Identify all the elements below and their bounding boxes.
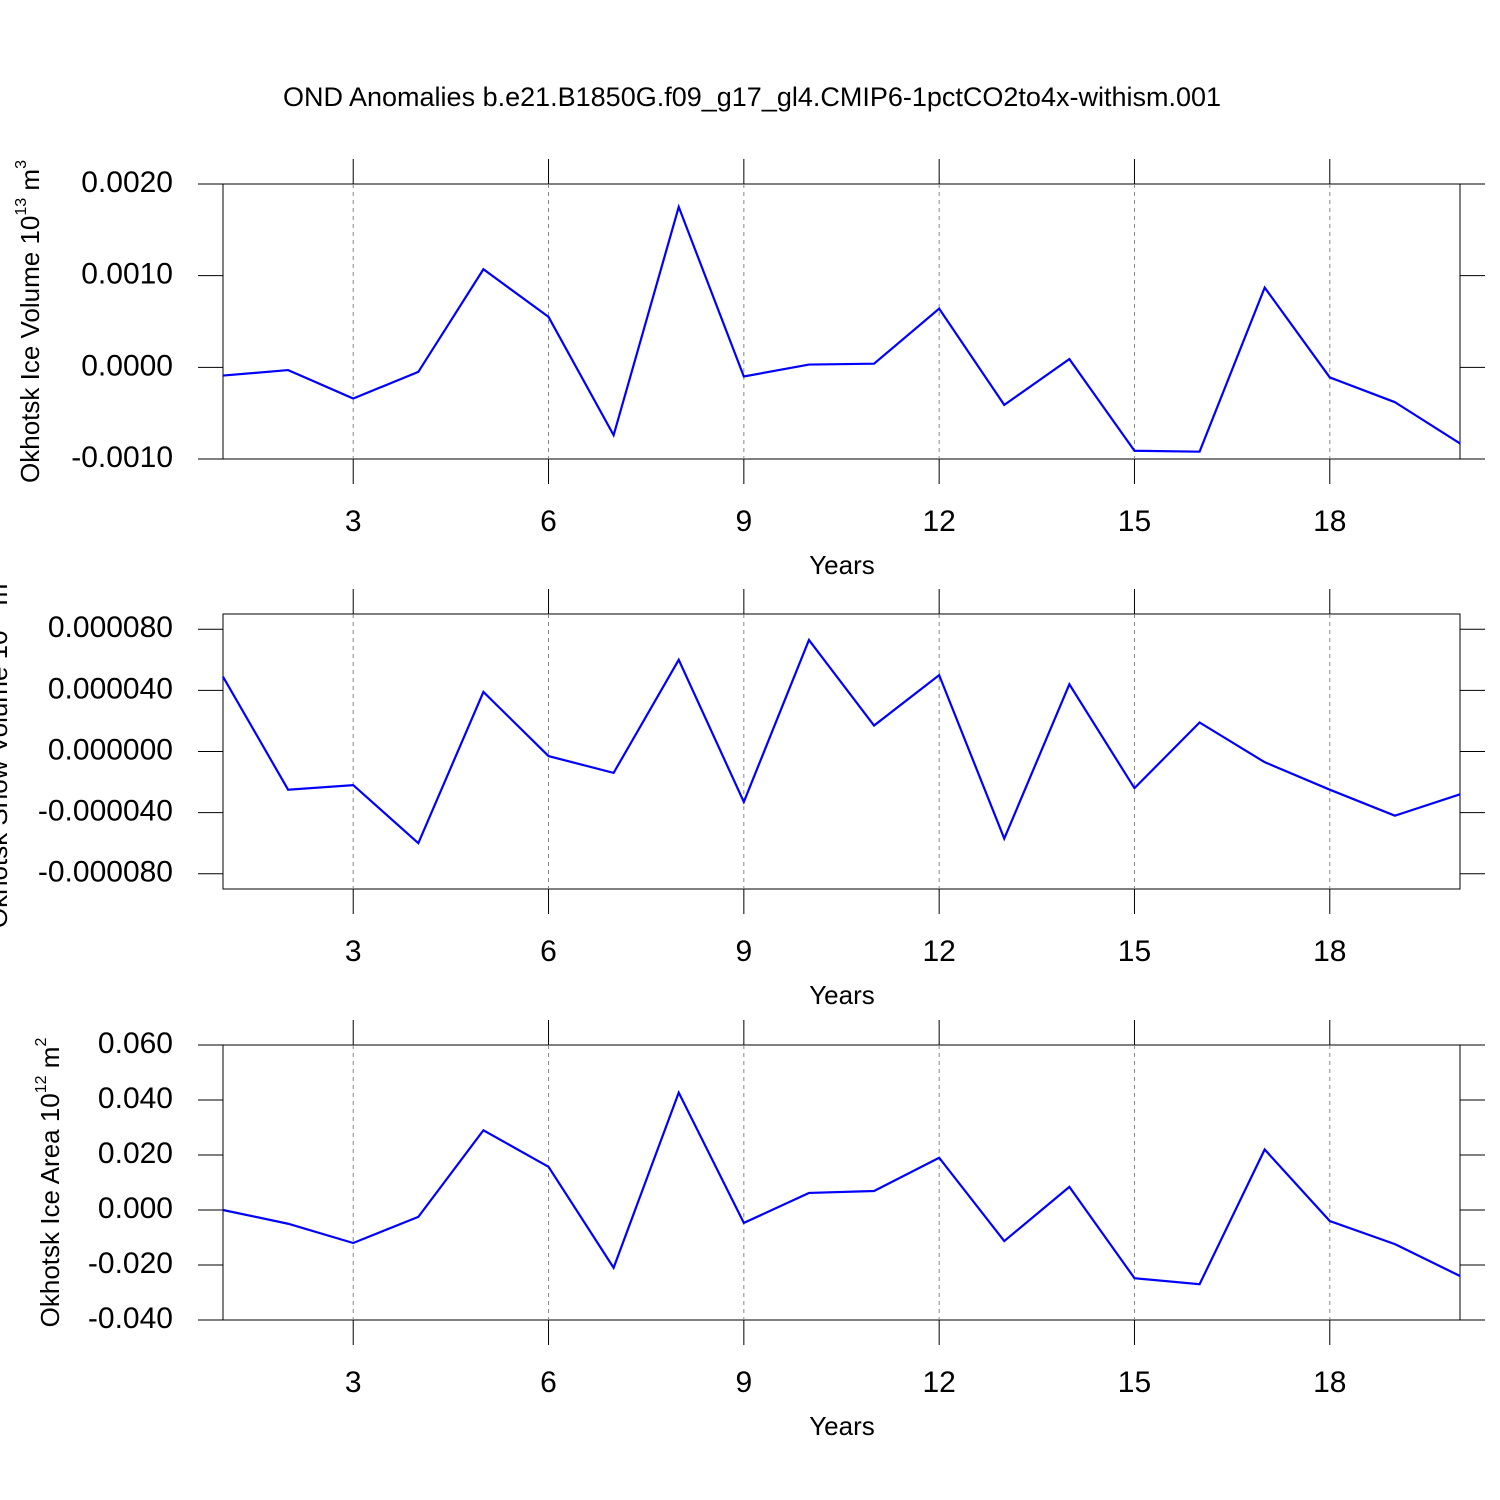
y-tick-label: 0.000040 [48,672,173,705]
y-tick-label: -0.040 [88,1302,173,1335]
x-tick-label: 3 [345,505,362,538]
x-axis-title: Years [809,550,875,580]
y-axis-title-part: Okhotsk Ice Volume 10 [15,216,45,483]
y-tick-label: 0.020 [98,1137,173,1170]
x-axis-title: Years [809,1411,875,1441]
y-axis-title-part: m [0,584,13,613]
data-line [222,203,1461,453]
data-line [222,637,1461,846]
x-tick-label: 6 [540,1366,557,1399]
y-axis-title-exponent: 2 [33,1038,50,1047]
x-tick-label: 9 [735,1366,752,1399]
x-tick-label: 3 [345,935,362,968]
y-axis-title-exponent: 12 [33,1075,50,1093]
y-tick-label: 0.000080 [48,611,173,644]
x-axis-title: Years [809,980,875,1010]
y-axis-title: Okhotsk Ice Volume 1013 m3 [13,160,45,483]
x-tick-label: 18 [1313,1366,1346,1399]
y-tick-label: 0.0000 [81,349,173,382]
x-tick-label: 9 [735,505,752,538]
data-line [222,1089,1461,1286]
y-tick-label: 0.060 [98,1027,173,1060]
x-tick-label: 15 [1118,505,1151,538]
y-axis-title-exponent: 3 [13,160,30,169]
y-axis-title-part: Okhotsk Ice Area 10 [35,1093,65,1327]
plot-frame [222,183,1461,460]
y-tick-label: -0.020 [88,1247,173,1280]
x-tick-label: 12 [922,935,955,968]
x-tick-label: 6 [540,935,557,968]
y-tick-label: -0.0010 [71,441,173,474]
y-axis-title-part: Okhotsk Snow Volume 10 [0,630,13,928]
x-tick-label: 18 [1313,505,1346,538]
y-axis-title: Okhotsk Ice Area 1012 m2 [33,1038,65,1328]
y-tick-label: 0.0020 [81,166,173,199]
x-tick-label: 3 [345,1366,362,1399]
y-axis-title-part: m [35,1047,65,1076]
y-tick-label: 0.000000 [48,733,173,766]
y-axis-title: Okhotsk Snow Volume 1013 m3 [0,575,13,928]
x-tick-label: 12 [922,505,955,538]
x-tick-label: 18 [1313,935,1346,968]
x-tick-label: 15 [1118,935,1151,968]
y-tick-label: 0.040 [98,1082,173,1115]
y-tick-label: 0.0010 [81,258,173,291]
y-axis-title-exponent: 13 [13,198,30,216]
figure-title: OND Anomalies b.e21.B1850G.f09_g17_gl4.C… [283,82,1221,112]
y-tick-label: 0.000 [98,1192,173,1225]
x-tick-label: 6 [540,505,557,538]
y-tick-label: -0.000080 [38,856,173,889]
y-axis-title-part: m [15,169,45,198]
plot-frame [222,613,1461,890]
x-tick-label: 12 [922,1366,955,1399]
x-tick-label: 15 [1118,1366,1151,1399]
plot-frame [222,1044,1461,1321]
x-tick-label: 9 [735,935,752,968]
y-tick-label: -0.000040 [38,795,173,828]
